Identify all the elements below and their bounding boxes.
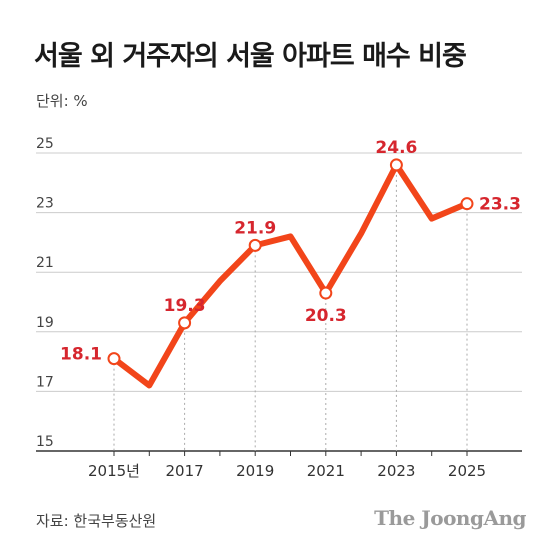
x-tick-label: 2019 bbox=[236, 462, 274, 480]
y-tick-label: 19 bbox=[36, 315, 54, 331]
data-marker-2019 bbox=[248, 238, 262, 252]
y-tick-label: 25 bbox=[36, 136, 54, 152]
x-tick-label: 2015년 bbox=[88, 462, 140, 480]
data-marker-2015 bbox=[107, 352, 121, 366]
series-line-path bbox=[111, 161, 470, 389]
y-tick-labels: 15 17 19 21 23 25 bbox=[36, 136, 54, 450]
data-label-2015: 18.1 bbox=[60, 345, 102, 365]
vertical-guide-lines bbox=[113, 164, 468, 451]
data-label-2023: 24.6 bbox=[375, 138, 417, 158]
publisher-logo: The JoongAng bbox=[374, 506, 526, 530]
data-marker-2021 bbox=[319, 286, 333, 300]
data-label-2021: 20.3 bbox=[305, 306, 347, 326]
data-marker-2023 bbox=[389, 158, 403, 172]
data-label-2017: 19.3 bbox=[164, 296, 206, 316]
data-marker-2025 bbox=[460, 197, 474, 211]
y-tick-label: 17 bbox=[36, 374, 54, 390]
chart-title: 서울 외 거주자의 서울 아파트 매수 비중 bbox=[34, 41, 467, 72]
x-tick-labels: 2015년 2017 2019 2021 2023 2025 bbox=[88, 451, 486, 480]
data-label-2019: 21.9 bbox=[234, 218, 276, 238]
data-label-2025: 23.3 bbox=[479, 195, 521, 215]
x-tick-label: 2025 bbox=[448, 462, 486, 480]
series-line bbox=[111, 161, 470, 389]
x-tick-label: 2021 bbox=[307, 462, 345, 480]
data-labels: 18.1 19.3 21.9 20.3 24.6 23.3 bbox=[60, 138, 521, 365]
x-tick-label: 2017 bbox=[166, 462, 204, 480]
y-tick-label: 21 bbox=[36, 255, 54, 271]
data-markers bbox=[107, 158, 474, 366]
unit-label: 단위: % bbox=[36, 92, 88, 110]
y-tick-label: 15 bbox=[36, 434, 54, 450]
x-tick-label: 2023 bbox=[377, 462, 415, 480]
data-marker-2017 bbox=[178, 316, 192, 330]
grid-lines bbox=[36, 152, 522, 452]
source-note: 자료: 한국부동산원 bbox=[36, 512, 157, 530]
y-tick-label: 23 bbox=[36, 196, 54, 212]
